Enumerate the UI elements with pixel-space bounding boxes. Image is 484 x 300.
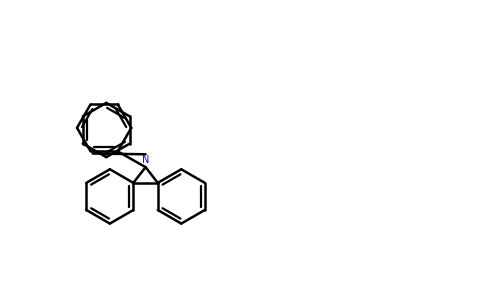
Text: N: N	[142, 155, 149, 165]
